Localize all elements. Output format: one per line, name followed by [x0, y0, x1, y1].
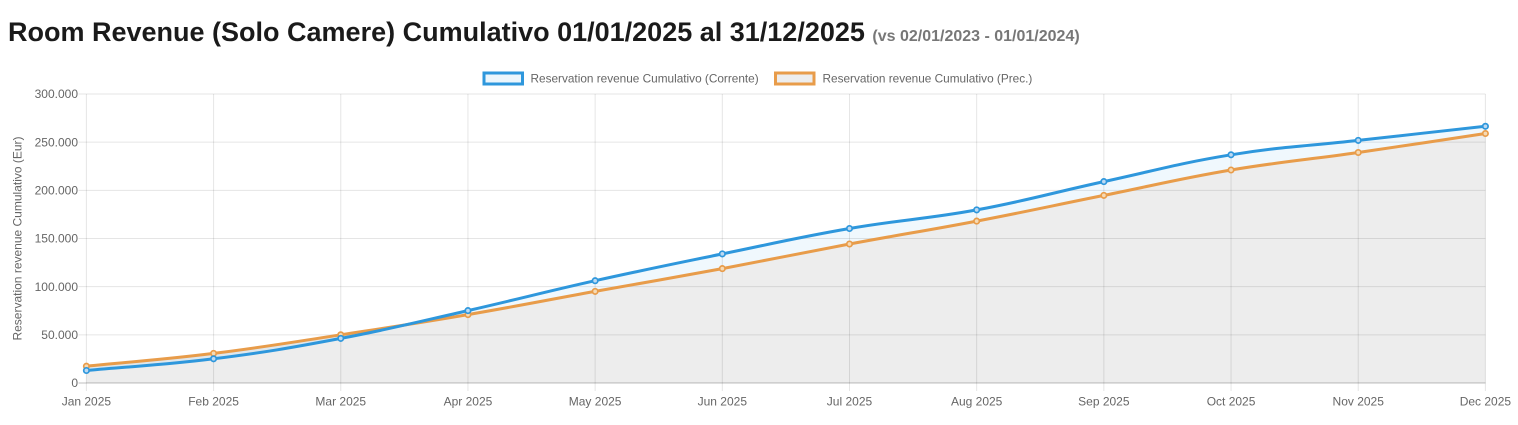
svg-text:Feb 2025: Feb 2025	[188, 395, 239, 409]
svg-text:Sep 2025: Sep 2025	[1078, 395, 1130, 409]
svg-text:Jan 2025: Jan 2025	[62, 395, 112, 409]
svg-text:150.000: 150.000	[35, 232, 79, 246]
svg-text:300.000: 300.000	[35, 87, 79, 101]
svg-text:Jun 2025: Jun 2025	[698, 395, 748, 409]
svg-text:May 2025: May 2025	[569, 395, 622, 409]
svg-text:Reservation revenue Cumulativo: Reservation revenue Cumulativo (Prec.)	[823, 72, 1033, 86]
svg-text:Reservation revenue Cumulativo: Reservation revenue Cumulativo (Eur)	[11, 136, 25, 340]
svg-text:Mar 2025: Mar 2025	[315, 395, 366, 409]
svg-text:250.000: 250.000	[35, 135, 79, 149]
svg-text:Oct 2025: Oct 2025	[1207, 395, 1256, 409]
svg-text:Dec 2025: Dec 2025	[1460, 395, 1512, 409]
svg-text:Reservation revenue Cumulativo: Reservation revenue Cumulativo (Corrente…	[531, 72, 759, 86]
svg-text:0: 0	[71, 376, 78, 390]
svg-text:Nov 2025: Nov 2025	[1333, 395, 1385, 409]
svg-text:100.000: 100.000	[35, 280, 79, 294]
svg-text:Apr 2025: Apr 2025	[444, 395, 493, 409]
svg-text:50.000: 50.000	[41, 328, 78, 342]
svg-text:200.000: 200.000	[35, 184, 79, 198]
svg-text:Aug 2025: Aug 2025	[951, 395, 1003, 409]
svg-text:Jul 2025: Jul 2025	[827, 395, 873, 409]
